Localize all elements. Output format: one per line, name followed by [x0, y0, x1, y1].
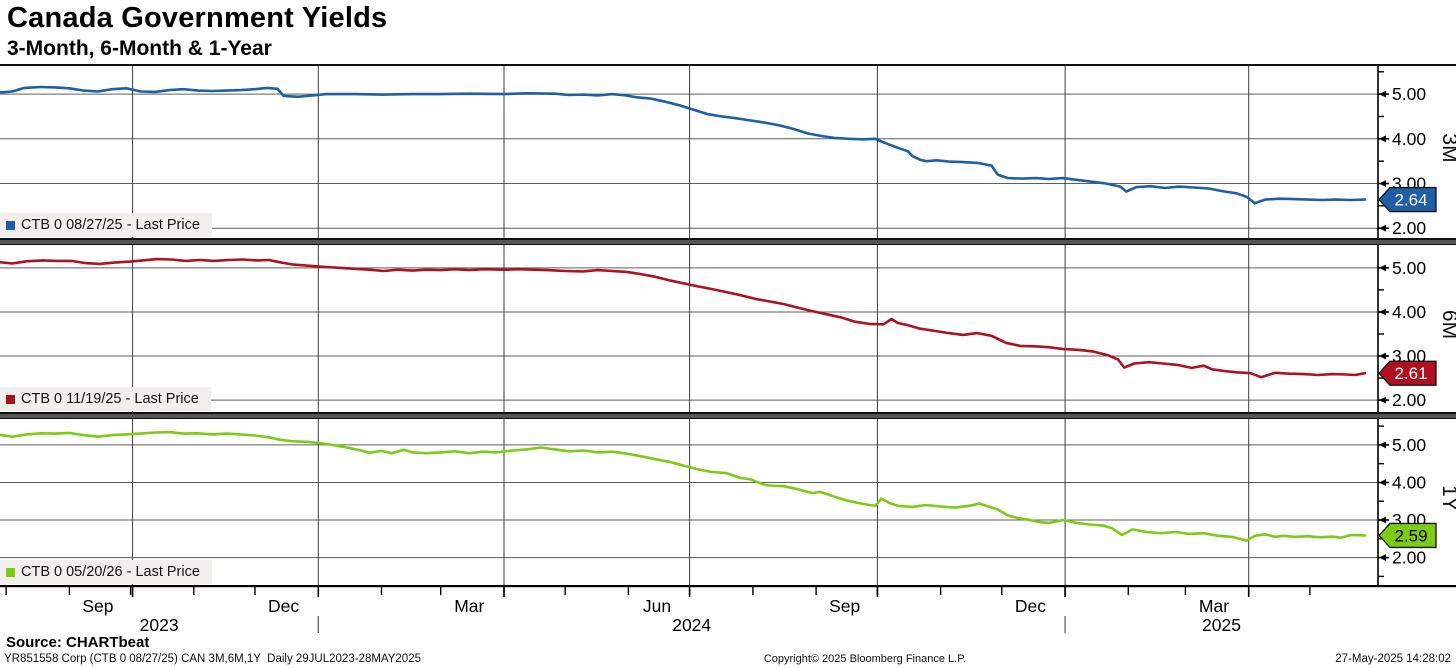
- x-year-label: 2023: [140, 615, 179, 633]
- last-price-tag-3m[interactable]: 2.64: [1378, 186, 1437, 213]
- x-month-label: Sep: [829, 596, 860, 616]
- legend-swatch-icon: [6, 567, 15, 577]
- copyright-label: Copyright© 2025 Bloomberg Finance L.P.: [763, 653, 967, 665]
- y-tick-arrow: [1379, 264, 1386, 272]
- yield-panel-3m: 2.00 3.00 4.00 5.00 2.64 3M CTB 0 08/27/25 - L…: [0, 66, 1456, 238]
- x-month-label: Dec: [268, 596, 299, 616]
- last-price-tag-6m[interactable]: 2.61: [1378, 360, 1437, 386]
- panel-axis-label-6m: 6M: [1438, 310, 1456, 339]
- price-line-1y: [0, 430, 1367, 542]
- x-month-label: Jun: [643, 596, 671, 616]
- legend-1y[interactable]: CTB 0 05/20/26 - Last Price: [0, 560, 212, 584]
- legend-label: CTB 0 05/20/26 - Last Price: [21, 564, 200, 580]
- y-tick-label: 5.00: [1392, 258, 1426, 278]
- price-line-3m: [0, 85, 1367, 205]
- y-tick-arrow: [1379, 516, 1386, 524]
- panel-axis-label-3m: 3M: [1438, 133, 1456, 162]
- panel-axis-label-1y: 1Y: [1438, 485, 1456, 511]
- panel-separator: [0, 238, 1456, 245]
- x-month-label: Mar: [1199, 596, 1229, 616]
- yield-panel-1y: 2.00 3.00 4.00 5.00 2.59 1Y CTB 0 05/20/26 - L…: [0, 419, 1456, 585]
- last-price-value: 2.64: [1394, 191, 1427, 210]
- page-subtitle: 3-Month, 6-Month & 1-Year: [7, 37, 272, 60]
- chart-top-border: [0, 64, 1456, 66]
- legend-swatch-icon: [6, 394, 15, 404]
- source-label: Source: CHARTbeat: [6, 634, 150, 651]
- y-tick-label: 2.00: [1392, 548, 1426, 568]
- last-price-tag-1y[interactable]: 2.59: [1378, 522, 1437, 549]
- y-tick-label: 4.00: [1392, 129, 1426, 149]
- y-tick-arrow: [1379, 479, 1386, 486]
- x-month-label: Sep: [82, 596, 113, 616]
- page-title: Canada Government Yields: [7, 2, 388, 34]
- x-year-label: 2024: [672, 615, 711, 633]
- y-tick-label: 5.00: [1392, 435, 1426, 455]
- price-line-6m: [0, 257, 1367, 379]
- x-month-label: Dec: [1015, 596, 1046, 616]
- y-tick-label: 5.00: [1392, 84, 1426, 104]
- yield-panel-6m: 2.00 3.00 4.00 5.00 2.61 6M CTB 0 11/19/25 - L…: [0, 245, 1456, 412]
- timestamp-label: 27-May-2025 14:28:02: [1335, 653, 1451, 665]
- y-tick-label: 2.00: [1392, 390, 1426, 410]
- y-tick-label: 2.00: [1392, 218, 1426, 238]
- last-price-value: 2.59: [1394, 526, 1427, 545]
- y-tick-arrow: [1379, 135, 1386, 143]
- x-axis: Sep Dec Mar Jun Sep Dec Mar 2023 2024 2025: [0, 585, 1456, 638]
- security-id-line: YR851558 Corp (CTB 0 08/27/25) CAN 3M,6M…: [4, 653, 421, 665]
- legend-6m[interactable]: CTB 0 11/19/25 - Last Price: [0, 387, 211, 411]
- y-tick-arrow: [1379, 554, 1386, 561]
- legend-label: CTB 0 08/27/25 - Last Price: [21, 217, 200, 233]
- y-tick-arrow: [1379, 224, 1386, 232]
- y-tick-arrow: [1379, 308, 1386, 316]
- panel-separator: [0, 412, 1456, 419]
- y-tick-arrow: [1379, 441, 1386, 449]
- y-tick-arrow: [1379, 352, 1386, 360]
- last-price-value: 2.61: [1394, 364, 1427, 383]
- y-tick-label: 4.00: [1392, 473, 1426, 493]
- legend-3m[interactable]: CTB 0 08/27/25 - Last Price: [0, 213, 212, 237]
- y-tick-arrow: [1379, 90, 1386, 98]
- legend-label: CTB 0 11/19/25 - Last Price: [21, 391, 199, 407]
- x-month-label: Mar: [454, 596, 484, 616]
- y-tick-arrow: [1379, 180, 1386, 187]
- x-axis-line: [0, 585, 1456, 588]
- y-tick-arrow: [1379, 396, 1386, 404]
- x-year-label: 2025: [1202, 615, 1241, 633]
- legend-swatch-icon: [6, 220, 15, 230]
- x-axis-canvas: Sep Dec Mar Jun Sep Dec Mar 2023 2024 2025: [0, 585, 1456, 635]
- y-tick-label: 4.00: [1392, 302, 1426, 322]
